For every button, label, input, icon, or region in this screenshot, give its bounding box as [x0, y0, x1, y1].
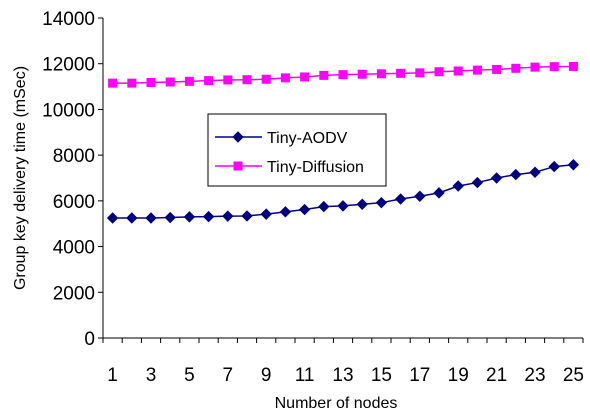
data-point-tiny-diffusion [127, 78, 137, 88]
data-point-tiny-diffusion [453, 66, 463, 76]
legend-label: Tiny-AODV [267, 130, 348, 147]
x-tick-label: 11 [295, 365, 315, 386]
x-tick-label: 21 [486, 365, 507, 386]
data-point-tiny-aodv [126, 212, 138, 224]
data-point-tiny-aodv [318, 200, 330, 213]
x-tick-label: 15 [371, 365, 392, 386]
data-point-tiny-diffusion [319, 70, 329, 80]
x-tick-label: 19 [448, 365, 469, 386]
series-layer [106, 61, 580, 224]
legend-item-tiny-diffusion: Tiny-Diffusion [215, 159, 364, 176]
data-point-tiny-aodv [183, 211, 196, 223]
x-tick-label: 1 [107, 365, 118, 386]
data-point-tiny-diffusion [568, 61, 578, 71]
data-point-tiny-diffusion [280, 73, 290, 83]
data-point-tiny-aodv [222, 210, 234, 222]
y-tick-label: 4000 [53, 238, 95, 259]
x-axis-title: Number of nodes [275, 395, 398, 412]
data-point-tiny-aodv [202, 210, 215, 223]
data-point-tiny-aodv [298, 203, 311, 216]
data-point-tiny-aodv [452, 180, 464, 192]
data-point-tiny-diffusion [204, 76, 214, 86]
data-point-tiny-aodv [471, 176, 484, 189]
legend-box [207, 113, 387, 187]
legend: Tiny-AODV Tiny-Diffusion [207, 113, 387, 187]
data-point-tiny-diffusion [396, 68, 406, 78]
data-point-tiny-diffusion [472, 65, 482, 75]
y-tick-label: 12000 [42, 55, 95, 76]
data-point-tiny-diffusion [415, 68, 425, 78]
y-tick-label: 14000 [42, 9, 95, 30]
x-tick-label: 17 [409, 365, 430, 386]
data-point-tiny-aodv [260, 208, 272, 220]
data-point-tiny-diffusion [242, 75, 252, 85]
data-point-tiny-diffusion [492, 64, 502, 74]
data-point-tiny-aodv [529, 166, 541, 178]
x-tick-label: 25 [563, 365, 584, 386]
data-point-tiny-diffusion [108, 78, 118, 88]
y-tick-label: 8000 [53, 146, 95, 167]
data-point-tiny-diffusion [261, 74, 271, 84]
x-tick-label: 23 [524, 365, 545, 386]
legend-item-tiny-aodv: Tiny-AODV [215, 130, 348, 147]
data-point-tiny-aodv [337, 200, 349, 212]
data-point-tiny-aodv [164, 211, 176, 224]
data-point-tiny-aodv [510, 168, 522, 181]
x-axis-ticks: 1 3 5 7 9 11 13 15 17 19 21 23 25 [102, 338, 584, 386]
data-point-tiny-aodv [279, 206, 292, 218]
legend-marker-tiny-aodv [232, 131, 244, 143]
y-axis-ticks: 0 2000 4000 6000 8000 10000 12000 14000 [42, 9, 103, 350]
legend-label: Tiny-Diffusion [267, 159, 364, 176]
data-point-tiny-aodv [394, 193, 407, 205]
data-point-tiny-diffusion [223, 75, 233, 85]
data-point-tiny-diffusion [434, 67, 444, 77]
data-point-tiny-diffusion [511, 63, 521, 73]
data-point-tiny-diffusion [300, 72, 310, 82]
data-point-tiny-aodv [356, 198, 368, 210]
data-point-tiny-aodv [567, 159, 580, 171]
data-point-tiny-diffusion [530, 62, 540, 72]
data-point-tiny-diffusion [357, 69, 367, 79]
data-point-tiny-diffusion [146, 77, 156, 87]
data-point-tiny-aodv [490, 172, 503, 184]
data-point-tiny-aodv [145, 212, 157, 224]
data-point-tiny-aodv [414, 190, 426, 202]
y-tick-label: 0 [84, 329, 95, 350]
series-tiny-diffusion [108, 61, 578, 88]
data-point-tiny-aodv [433, 187, 445, 199]
y-axis-title: Group key delivery time (mSec) [12, 66, 29, 290]
y-tick-label: 2000 [53, 283, 95, 304]
x-tick-label: 13 [332, 365, 353, 386]
data-point-tiny-aodv [106, 212, 119, 224]
series-tiny-aodv [106, 159, 580, 224]
x-tick-label: 9 [261, 365, 272, 386]
x-tick-label: 7 [223, 365, 234, 386]
data-point-tiny-aodv [548, 160, 560, 173]
x-tick-label: 3 [146, 365, 157, 386]
y-tick-label: 6000 [53, 192, 95, 213]
data-point-tiny-diffusion [549, 62, 559, 72]
data-point-tiny-diffusion [376, 69, 386, 79]
x-tick-label: 5 [184, 365, 195, 386]
data-point-tiny-aodv [241, 210, 253, 222]
data-point-tiny-aodv [375, 196, 388, 209]
data-point-tiny-diffusion [184, 76, 194, 86]
legend-marker-tiny-diffusion [233, 161, 243, 171]
data-point-tiny-diffusion [165, 77, 175, 87]
data-point-tiny-diffusion [338, 70, 348, 80]
y-tick-label: 10000 [42, 100, 95, 121]
